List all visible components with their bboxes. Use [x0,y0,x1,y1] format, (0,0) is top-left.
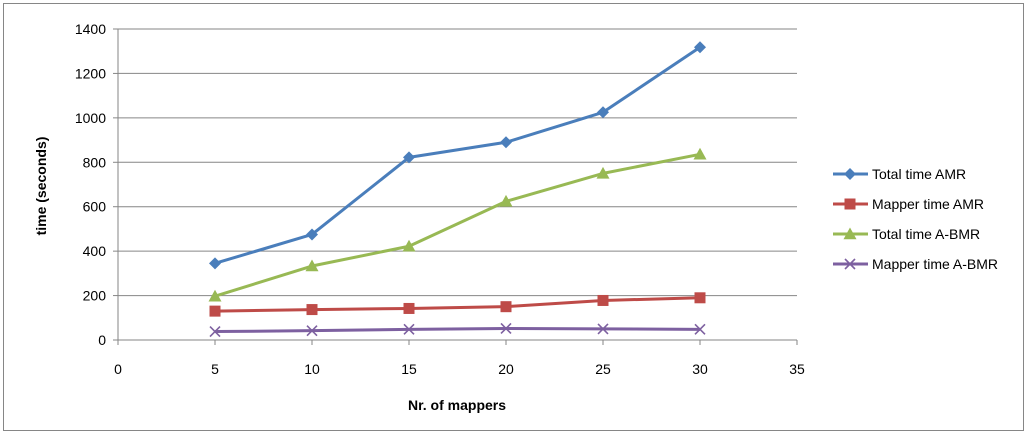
legend-item-mapper-time-a-bmr: Mapper time A-BMR [833,256,998,272]
y-tick-label: 1200 [75,65,106,81]
gridlines [118,28,797,297]
series-line [214,296,701,313]
data-point [402,239,416,252]
data-point [306,325,318,337]
y-tick-label: 1400 [75,21,106,37]
data-point [209,325,221,338]
series-line [214,152,701,298]
data-point [209,305,221,317]
series-total-time-amr [209,41,706,270]
series-mapper-time-a-bmr [209,322,706,338]
x-tick-label: 15 [401,361,417,377]
y-tick-label: 0 [98,332,106,348]
y-tick-label: 1000 [75,110,106,126]
y-tick-label: 600 [83,199,107,215]
x-tick-label: 35 [789,361,805,377]
data-point [597,323,609,335]
data-point [403,302,415,314]
x-tick-label: 30 [692,361,708,377]
axes [113,28,798,345]
data-point [403,323,415,335]
x-axis-title: Nr. of mappers [408,397,506,413]
x-tick-label: 5 [211,361,219,377]
data-point [596,166,610,179]
legend-label: Mapper time AMR [872,196,984,212]
data-point [403,151,415,164]
chart-border [3,3,1024,431]
series-line [214,45,701,265]
data-point [693,147,707,160]
data-point [500,322,512,335]
legend: Total time AMR Mapper time AMR Total time … [833,166,998,272]
series-layer [208,41,707,338]
y-tick-label: 400 [83,243,107,259]
data-point [500,136,512,149]
legend-label: Mapper time A-BMR [872,256,998,272]
data-point [694,323,706,335]
data-point [500,301,512,313]
legend-marker [844,198,856,210]
legend-item-total-time-a-bmr: Total time A-BMR [833,226,980,242]
x-tick-label: 25 [595,361,611,377]
series-total-time-a-bmr [208,147,707,302]
y-tick-label: 800 [83,154,107,170]
data-point [597,106,609,119]
legend-label: Total time A-BMR [872,226,980,242]
data-point [597,294,609,306]
data-point [499,194,513,207]
data-point [306,228,318,241]
x-tick-label: 10 [304,361,320,377]
data-point [208,289,222,302]
series-line [214,326,701,334]
legend-item-mapper-time-amr: Mapper time AMR [833,196,984,212]
y-axis-title: time (seconds) [33,137,49,236]
x-tick-label: 0 [114,361,122,377]
legend-label: Total time AMR [872,166,966,182]
tick-labels: 0 200 400 600 800 1000 1200 1400 0 5 10 15 20 25 30 35 [75,21,805,377]
x-tick-label: 20 [498,361,514,377]
legend-marker [843,227,857,240]
series-mapper-time-amr [209,292,706,317]
data-point [305,259,319,272]
data-point [694,292,706,304]
legend-marker [844,168,856,180]
data-point [209,257,221,270]
data-point [306,304,318,316]
legend-item-total-time-amr: Total time AMR [833,166,966,182]
data-point [694,41,706,54]
y-tick-label: 200 [83,288,107,304]
legend-marker [844,258,856,270]
